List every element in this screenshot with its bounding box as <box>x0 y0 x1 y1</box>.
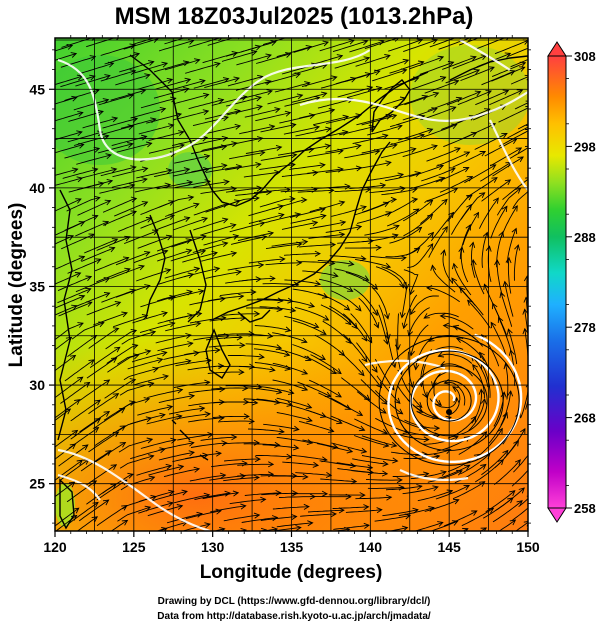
y-axis-label: Latitude (degrees) <box>6 203 27 368</box>
y-tick-label: 40 <box>29 180 45 196</box>
lat-lon-grid <box>55 38 528 531</box>
y-tick-label: 35 <box>29 278 45 294</box>
y-tick-label: 25 <box>29 476 45 492</box>
x-axis-label: Longitude (degrees) <box>200 562 383 583</box>
colorbar-tick-label: 298 <box>574 139 596 154</box>
x-tick-label: 125 <box>122 539 146 555</box>
x-tick-label: 150 <box>516 539 540 555</box>
colorbar-tick-label: 278 <box>574 320 596 335</box>
colorbar: 308 298 288 278 268 258 <box>547 41 596 523</box>
map-plot-area <box>55 38 528 531</box>
streamline-layer <box>55 38 528 531</box>
map-title: MSM 18Z03Jul2025 (1013.2hPa) <box>115 3 474 30</box>
x-tick-label: 145 <box>437 539 461 555</box>
cool-region <box>320 260 370 300</box>
colorbar-min-arrow <box>547 507 567 523</box>
colorbar-tick-label: 288 <box>574 230 596 245</box>
credit-data: Data from http://database.rish.kyoto-u.a… <box>157 611 431 622</box>
cool-region <box>55 55 160 165</box>
x-tick-label: 120 <box>43 539 67 555</box>
x-tick-label: 140 <box>359 539 383 555</box>
colorbar-tick-label: 258 <box>574 501 596 516</box>
colorbar-gradient <box>547 55 567 509</box>
colorbar-tick-label: 308 <box>574 49 596 64</box>
coastline <box>57 54 528 530</box>
cool-region <box>168 152 212 188</box>
typhoon-spiral <box>387 333 523 463</box>
y-tick-label: 45 <box>29 81 45 97</box>
credit-drawing: Drawing by DCL (https://www.gfd-dennou.o… <box>158 596 431 607</box>
colorbar-max-arrow <box>547 41 567 57</box>
x-axis: 120 125 130 135 140 145 150 <box>43 35 540 555</box>
y-tick-label: 30 <box>29 377 45 393</box>
y-axis: 25 30 35 40 45 <box>29 49 531 524</box>
x-tick-label: 135 <box>280 539 304 555</box>
x-tick-label: 130 <box>201 539 225 555</box>
colorbar-tick-label: 268 <box>574 411 596 426</box>
